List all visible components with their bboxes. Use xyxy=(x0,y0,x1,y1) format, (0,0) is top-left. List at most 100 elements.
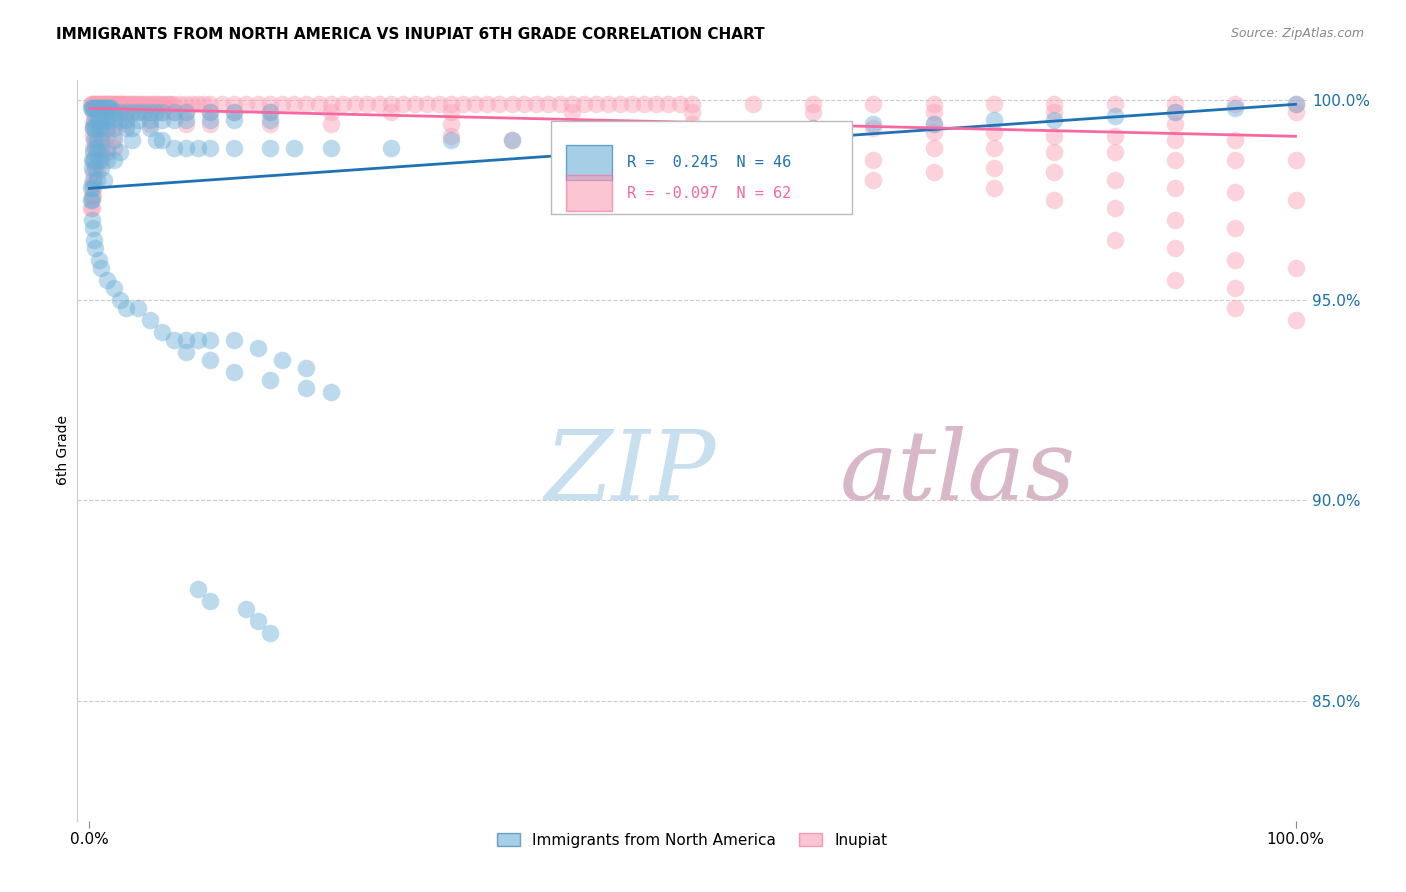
Point xyxy=(96,145,118,160)
Point xyxy=(1043,113,1066,128)
Point xyxy=(96,117,118,131)
Point xyxy=(741,153,763,168)
Point xyxy=(103,105,125,120)
Point xyxy=(82,97,104,112)
Point xyxy=(247,97,270,112)
Point xyxy=(741,97,763,112)
Point xyxy=(80,194,103,208)
Point xyxy=(108,97,131,112)
Point xyxy=(86,153,108,168)
Point xyxy=(93,173,115,187)
Text: Source: ZipAtlas.com: Source: ZipAtlas.com xyxy=(1230,27,1364,40)
Point xyxy=(96,105,118,120)
Text: atlas: atlas xyxy=(841,425,1076,520)
Point xyxy=(96,121,118,136)
Point xyxy=(319,105,342,120)
Point xyxy=(143,97,166,112)
Point xyxy=(83,178,105,192)
Point xyxy=(80,161,103,176)
Point xyxy=(80,189,103,203)
Point xyxy=(187,334,209,348)
Point xyxy=(1164,97,1187,112)
Point xyxy=(187,97,209,112)
Point xyxy=(86,133,108,147)
Point xyxy=(1164,117,1187,131)
Point xyxy=(84,161,107,176)
Point xyxy=(104,97,127,112)
Point xyxy=(80,97,103,112)
Point xyxy=(224,113,246,128)
Point xyxy=(107,97,129,112)
Point xyxy=(127,301,149,316)
Point xyxy=(548,97,571,112)
Point xyxy=(83,101,105,115)
Point xyxy=(87,97,110,112)
Point xyxy=(97,101,120,115)
Point xyxy=(82,173,104,187)
Point xyxy=(1164,213,1187,227)
Point xyxy=(1284,97,1306,112)
Point xyxy=(187,582,209,596)
Point xyxy=(131,97,153,112)
Point xyxy=(561,133,583,147)
Point xyxy=(983,141,1005,155)
Point xyxy=(160,97,183,112)
Point xyxy=(93,101,115,115)
Point xyxy=(1284,97,1306,112)
Point xyxy=(84,241,107,255)
Point xyxy=(464,97,486,112)
Point xyxy=(86,141,108,155)
Point xyxy=(103,133,125,147)
Point xyxy=(596,97,619,112)
Point xyxy=(91,97,114,112)
Point xyxy=(561,97,583,112)
Point xyxy=(1284,313,1306,327)
Point xyxy=(138,113,160,128)
Point xyxy=(80,178,103,192)
Point xyxy=(922,105,945,120)
Point xyxy=(1225,281,1247,295)
Point xyxy=(224,105,246,120)
Point xyxy=(174,334,197,348)
Point xyxy=(259,141,281,155)
Point xyxy=(741,125,763,139)
Point xyxy=(1164,181,1187,195)
Point xyxy=(93,97,115,112)
Point xyxy=(983,113,1005,128)
Point xyxy=(82,221,104,235)
Point xyxy=(114,113,136,128)
Point xyxy=(145,133,167,147)
Point xyxy=(427,97,450,112)
Point xyxy=(79,101,101,115)
Point xyxy=(801,121,824,136)
Point xyxy=(108,113,131,128)
Point xyxy=(114,117,136,131)
Point xyxy=(90,105,112,120)
Point xyxy=(127,113,149,128)
Point xyxy=(112,97,135,112)
Point xyxy=(163,97,186,112)
Point xyxy=(84,97,107,112)
Point xyxy=(103,105,125,120)
Point xyxy=(87,113,110,128)
Point xyxy=(801,97,824,112)
Point xyxy=(94,101,117,115)
Point xyxy=(157,97,180,112)
Point xyxy=(146,97,169,112)
Point xyxy=(96,129,118,144)
Point xyxy=(682,125,704,139)
Point xyxy=(82,129,104,144)
Point xyxy=(187,141,209,155)
Point xyxy=(682,117,704,131)
Point xyxy=(90,133,112,147)
Point xyxy=(1284,105,1306,120)
Point xyxy=(103,113,125,128)
Point xyxy=(91,101,114,115)
Point xyxy=(247,614,270,628)
Point xyxy=(1284,153,1306,168)
Point xyxy=(224,366,246,380)
Point xyxy=(169,97,191,112)
Point xyxy=(198,105,221,120)
Point xyxy=(319,385,342,400)
Point xyxy=(621,141,644,155)
